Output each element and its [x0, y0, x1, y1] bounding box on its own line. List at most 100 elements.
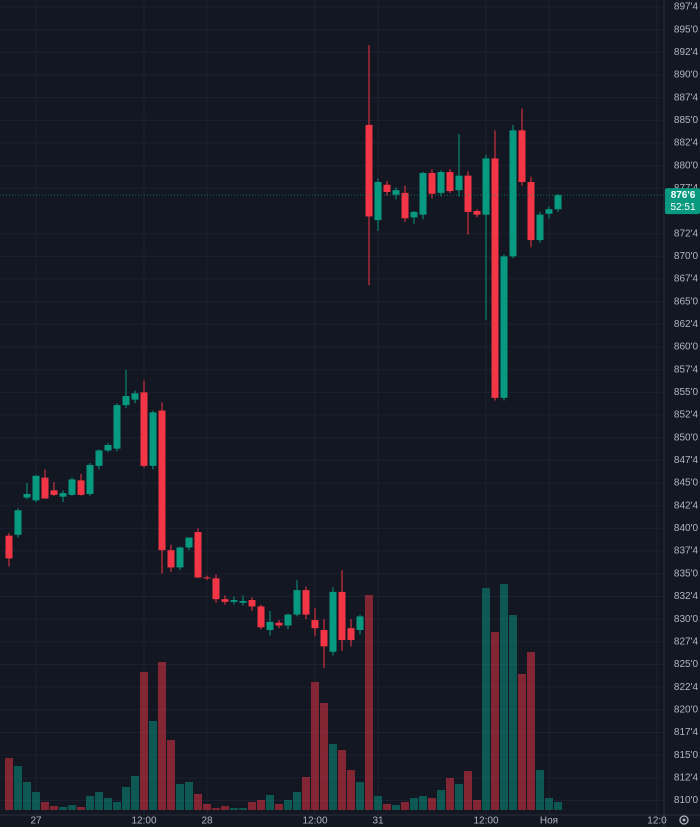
y-tick-label: 880'0	[674, 160, 699, 171]
candle-body	[257, 606, 265, 628]
y-tick-label: 857'4	[674, 364, 699, 375]
candle-body	[50, 490, 58, 495]
candle-body	[176, 547, 184, 568]
y-tick-label: 870'0	[674, 251, 699, 262]
volume-bar	[59, 807, 67, 810]
x-tick-label: 12:00	[131, 816, 156, 827]
volume-bar	[113, 802, 121, 810]
y-tick-label: 852'4	[674, 410, 699, 421]
volume-bar	[437, 790, 445, 810]
axes: 897'4 895'0 892'4 890'0 887'4 885'0 882'4 880'0…	[30, 2, 700, 827]
candle-body	[464, 175, 472, 212]
volume-bar	[536, 770, 544, 810]
volume-bar	[401, 802, 409, 810]
x-tick-label: 12:00	[473, 816, 498, 827]
candle-body	[230, 600, 238, 602]
gear	[679, 815, 689, 825]
candle-body	[266, 621, 274, 630]
x-tick-label: Ноя	[540, 816, 558, 827]
volume-bar	[491, 632, 499, 810]
y-tick-label: 885'0	[674, 115, 699, 126]
candle-body	[419, 172, 427, 215]
volume-bar	[482, 588, 490, 810]
y-tick-label: 887'4	[674, 92, 699, 103]
volume-bar	[14, 766, 22, 810]
volume-bar	[410, 798, 418, 810]
candle-body	[437, 172, 445, 193]
y-tick-label: 810'0	[674, 795, 699, 806]
volume-bar	[131, 776, 139, 810]
candle-body	[347, 628, 355, 640]
candle-body	[122, 396, 130, 406]
candle-body	[410, 211, 418, 218]
candle-body	[185, 537, 193, 548]
volume-bar	[86, 796, 94, 810]
y-tick-label: 860'0	[674, 342, 699, 353]
volume-bar	[365, 595, 373, 810]
y-tick-label: 850'0	[674, 432, 699, 443]
volume-bar	[149, 721, 157, 810]
volume-bar	[275, 804, 283, 810]
volume-bar	[221, 806, 229, 810]
candle-body	[401, 192, 409, 219]
volume-bar	[194, 794, 202, 810]
candle-body	[203, 577, 211, 579]
y-tick-label: 867'4	[674, 274, 699, 285]
candle-body	[329, 591, 337, 652]
y-tick-label: 820'0	[674, 704, 699, 715]
x-tick-label: 31	[372, 816, 384, 827]
gear-hub	[682, 818, 686, 822]
volume-bar	[383, 804, 391, 810]
candle-body	[446, 172, 454, 192]
volume-bar	[239, 808, 247, 810]
y-tick-label: 897'4	[674, 2, 699, 13]
grid	[0, 0, 664, 815]
volume-bar	[329, 744, 337, 810]
y-tick-label: 830'0	[674, 614, 699, 625]
y-tick-label: 840'0	[674, 523, 699, 534]
y-tick-label: 847'4	[674, 455, 699, 466]
candle-body	[5, 535, 13, 559]
candle-body	[221, 599, 229, 602]
volume-bar	[455, 784, 463, 810]
settings-icon[interactable]	[679, 815, 689, 825]
candle-body	[302, 590, 310, 615]
volume-bar	[356, 782, 364, 810]
candle-body	[131, 393, 139, 400]
candle-body	[455, 175, 463, 191]
candle-body	[77, 480, 85, 495]
volume-bar	[5, 758, 13, 810]
volume-bar	[527, 652, 535, 810]
candle-body	[158, 410, 166, 551]
volume-bar	[446, 778, 454, 810]
volume-bar	[23, 782, 31, 810]
y-tick-label: 822'4	[674, 682, 699, 693]
volume-bar	[320, 703, 328, 810]
volume-bar	[302, 777, 310, 810]
candle-body	[59, 493, 67, 497]
last-price-label: 876'6	[671, 190, 696, 201]
candle-body	[392, 190, 400, 195]
candle-body	[536, 214, 544, 241]
y-tick-label: 882'4	[674, 138, 699, 149]
volume-bar	[419, 796, 427, 810]
candle-body	[14, 510, 22, 535]
volume-bar	[500, 584, 508, 810]
volume-bar	[518, 674, 526, 810]
candle-body	[140, 392, 148, 466]
volume-bar	[122, 787, 130, 810]
candle-body	[518, 130, 526, 183]
candle-body	[491, 158, 499, 398]
volume-bar	[392, 805, 400, 810]
volume-bar	[374, 796, 382, 810]
y-tick-label: 815'0	[674, 750, 699, 761]
candle-body	[473, 211, 481, 215]
volume-bar	[428, 798, 436, 810]
volume-bar	[248, 802, 256, 810]
volume-bar	[509, 615, 517, 810]
y-tick-label: 895'0	[674, 24, 699, 35]
candle-body	[320, 629, 328, 647]
candle-body	[104, 444, 112, 451]
